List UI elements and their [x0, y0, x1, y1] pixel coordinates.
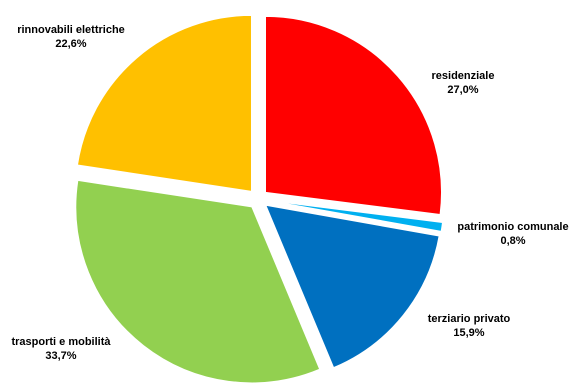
slice-value-label: 27,0%	[447, 84, 478, 96]
slice-value-label: 22,6%	[55, 38, 86, 50]
slice-category-label: patrimonio comunale	[457, 221, 568, 233]
slice-value-label: 0,8%	[500, 235, 525, 247]
slice-label-patrimonio-comunale: patrimonio comunale 0,8%	[457, 221, 568, 247]
slice-value-label: 33,7%	[45, 350, 76, 362]
pie-slice-residenziale	[265, 15, 442, 216]
slice-label-residenziale: residenziale 27,0%	[432, 70, 495, 96]
pie-slices	[75, 14, 444, 383]
slice-category-label: residenziale	[432, 70, 495, 82]
pie-slice-rinnovabili-elettriche	[76, 14, 252, 192]
slice-category-label: terziario privato	[428, 313, 511, 325]
pie-labels: residenziale 27,0% patrimonio comunale 0,8%…	[11, 24, 568, 362]
pie-slice-patrimonio-comunale	[267, 200, 444, 232]
slice-category-label: trasporti e mobilità	[11, 336, 111, 348]
slice-label-rinnovabili-elettriche: rinnovabili elettriche 22,6%	[17, 24, 125, 50]
slice-value-label: 15,9%	[453, 327, 484, 339]
slice-category-label: rinnovabili elettriche	[17, 24, 125, 36]
slice-label-terziario-privato: terziario privato 15,9%	[428, 313, 511, 339]
pie-slice-terziario-privato	[264, 204, 440, 369]
slice-label-trasporti-e-mobilit: trasporti e mobilità 33,7%	[11, 336, 111, 362]
pie-slice-trasporti-e-mobilit	[75, 179, 321, 383]
